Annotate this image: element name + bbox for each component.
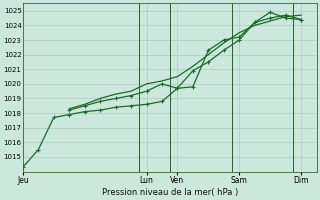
X-axis label: Pression niveau de la mer( hPa ): Pression niveau de la mer( hPa ) bbox=[101, 188, 238, 197]
